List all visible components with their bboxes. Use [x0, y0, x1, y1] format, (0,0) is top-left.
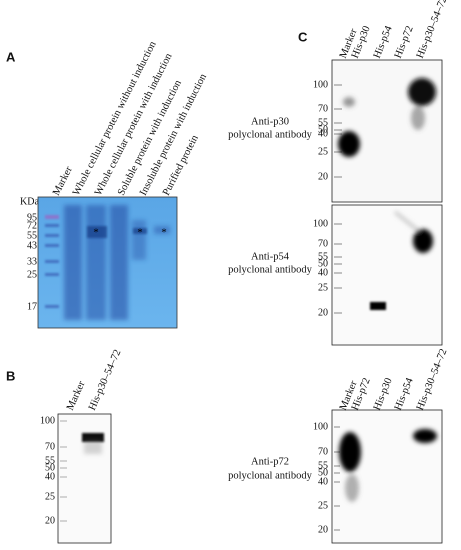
gel	[37, 196, 178, 329]
lane-label: His-p54	[372, 24, 395, 60]
marker-label: 20	[45, 515, 55, 526]
antibody-label: Anti-p54	[251, 251, 290, 262]
marker-label: 50	[45, 462, 55, 473]
marker-label: 20	[318, 524, 328, 535]
marker-label: 95	[27, 212, 37, 223]
lane-label: His-p72	[393, 25, 416, 61]
marker-label: 55	[45, 455, 55, 466]
panel-label: C	[298, 29, 308, 44]
marker-label: 40	[318, 267, 328, 278]
blot	[57, 413, 112, 544]
marker-label: 70	[45, 441, 55, 452]
marker-label: 100	[313, 79, 328, 90]
lane-label: His-p54	[393, 376, 416, 412]
blot	[331, 204, 443, 346]
asterisk: *	[93, 227, 99, 239]
lane-label: His-p30	[372, 377, 395, 413]
lane-label: His-p30–54–72	[415, 347, 450, 412]
marker-label: 33	[27, 256, 37, 267]
marker-label: 50	[318, 124, 328, 135]
antibody-label: Anti-p30	[251, 116, 289, 127]
asterisk: *	[161, 227, 167, 239]
marker-label: 55	[318, 117, 328, 128]
marker-label: 100	[313, 421, 328, 432]
marker-label: 100	[40, 415, 55, 426]
antibody-label: polyclonal antibody	[228, 470, 312, 481]
marker-label: 20	[318, 307, 328, 318]
blot	[331, 409, 443, 544]
marker-label: 40	[318, 476, 328, 487]
marker-label: 25	[318, 282, 328, 293]
unit-label: KDa	[20, 196, 39, 207]
marker-label: 70	[318, 103, 328, 114]
marker-label: 17	[27, 301, 37, 312]
asterisk: *	[137, 227, 143, 239]
marker-label: 20	[318, 171, 328, 182]
lane-label: Whole cellular protein without induction	[71, 39, 159, 197]
antibody-label: Anti-p72	[251, 456, 289, 467]
marker-label: 25	[318, 146, 328, 157]
panel-label: A	[6, 49, 16, 64]
blot	[331, 59, 443, 203]
lane-label: Marker	[65, 379, 88, 412]
marker-label: 100	[313, 218, 328, 229]
marker-label: 25	[318, 500, 328, 511]
panel-label: B	[6, 368, 15, 383]
marker-label: 72	[27, 220, 37, 231]
marker-label: 50	[318, 467, 328, 478]
marker-label: 40	[45, 471, 55, 482]
marker-label: 70	[318, 238, 328, 249]
marker-label: 25	[45, 491, 55, 502]
marker-label: 55	[318, 251, 328, 262]
antibody-label: polyclonal antibody	[228, 129, 312, 140]
lane-label: His-p30–54–72	[415, 0, 450, 60]
antibody-label: polyclonal antibody	[228, 264, 312, 275]
marker-label: 50	[318, 258, 328, 269]
marker-label: 43	[27, 240, 37, 251]
marker-label: 70	[318, 446, 328, 457]
marker-label: 25	[27, 269, 37, 280]
marker-label: 40	[318, 128, 328, 139]
lane-label: His-p30–54–72	[87, 348, 124, 412]
marker-label: 55	[27, 230, 37, 241]
marker-label: 55	[318, 460, 328, 471]
